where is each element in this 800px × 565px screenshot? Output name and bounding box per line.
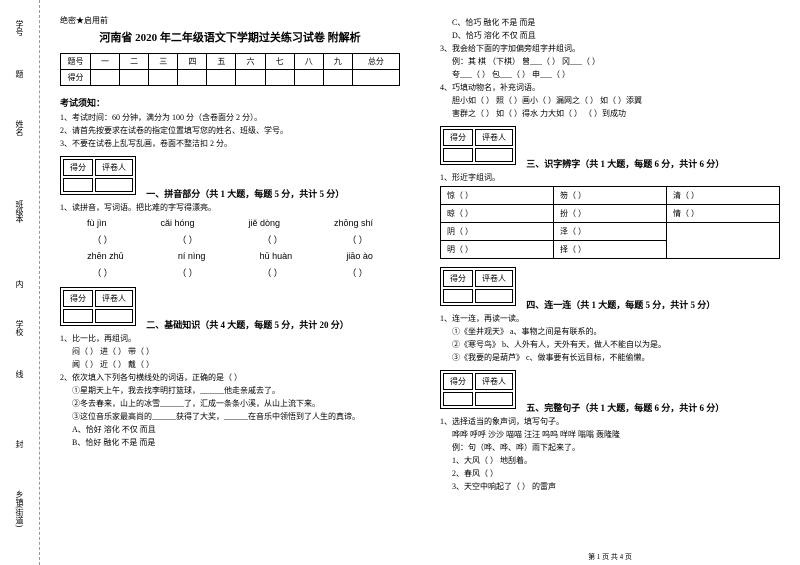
sec2-q2a: ①星期天上午，我去找李明打篮球，______他走亲戚去了。	[60, 385, 400, 396]
section-5-title: 五、完整句子（共 1 大题，每题 6 分，共计 6 分）	[526, 401, 724, 414]
grade-box-2: 得分评卷人	[60, 287, 136, 326]
pinyin-row-2: zhēn zhū ní nìng hū huàn jiāo ào	[60, 251, 400, 261]
sec4-l1: ①《坐井观天》 a、事物之间是有联系的。	[440, 326, 780, 337]
cut-label-3: 内	[14, 280, 25, 288]
grade-box-1: 得分评卷人	[60, 156, 136, 195]
confidential-label: 绝密★启用前	[60, 15, 400, 26]
margin-xingming: 姓名	[14, 120, 25, 136]
binding-margin: 学号 题 姓名 班级 本 内 学校 线 封 乡镇(街道)	[0, 0, 40, 565]
sec2-q3: 3、我会给下面的字加偏旁组字并组词。	[440, 43, 780, 54]
sec2-q1a: 闷（ ） 进（ ） 带（ ）	[60, 346, 400, 357]
section-3-title: 三、识字辨字（共 1 大题，每题 6 分，共计 6 分）	[526, 157, 724, 170]
sec4-l2: ②《寒号鸟》 b、人外有人，天外有天，做人不能自以为是。	[440, 339, 780, 350]
sec2-q3b: 夸___（ ） 包___（ ） 申___（ ）	[440, 69, 780, 80]
th-2: 二	[120, 54, 149, 70]
sec2-q4b: 害群之（ ） 如（ ）得水 力大如（ ） （ ）到成功	[440, 108, 780, 119]
sec3-q: 1、形近字组词。	[440, 172, 780, 183]
score-label: 得分	[61, 70, 91, 86]
pinyin-row-1: fù jìn cǎi hóng jiě dòng zhōng shí	[60, 218, 400, 228]
grade-box-4: 得分评卷人	[440, 267, 516, 306]
sec2-q4: 4、巧填动物名，补充词语。	[440, 82, 780, 93]
grade-box-5: 得分评卷人	[440, 370, 516, 409]
paren-row-1: （ ） （ ） （ ） （ ）	[60, 233, 400, 246]
section-2-title: 二、基础知识（共 4 大题，每题 5 分，共计 20 分）	[146, 318, 349, 331]
sec2-optA: A、恰好 溶化 不仅 而且	[60, 424, 400, 435]
sec2-q1b: 闻（ ） 近（ ） 戴（ ）	[60, 359, 400, 370]
score-header-row: 题号 一 二 三 四 五 六 七 八 九 总分	[61, 54, 400, 70]
char-table: 惊（ ）笏（ ）清（ ） 晾（ ）扮（ ）情（ ） 阴（ ）泽（ ） 明（ ）择…	[440, 186, 780, 259]
sec5-b1: 1、大风（ ） 地刮着。	[440, 455, 780, 466]
sec2-q3ex: 例：其 棋 （下棋） 曾___（ ） 冈___（ ）	[440, 56, 780, 67]
paren-row-2: （ ） （ ） （ ） （ ）	[60, 266, 400, 279]
grade-box-3: 得分评卷人	[440, 126, 516, 165]
sec2-q4a: 胆小如（ ） 照（ ）画小（ ）漏网之（ ） 如（ ）添翼	[440, 95, 780, 106]
th-1: 一	[91, 54, 120, 70]
instruction-2: 2、请首先按要求在试卷的指定位置填写您的姓名、班级、学号。	[60, 125, 400, 136]
instruction-1: 1、考试时间：60 分钟，满分为 100 分（含卷面分 2 分）。	[60, 112, 400, 123]
th-0: 题号	[61, 54, 91, 70]
instruction-3: 3、不要在试卷上乱写乱画，卷面不整洁扣 2 分。	[60, 138, 400, 149]
section-1-title: 一、拼音部分（共 1 大题，每题 5 分，共计 5 分）	[146, 187, 344, 200]
sec2-q2: 2、依次填入下列各句横线处的词语，正确的是（ ）	[60, 372, 400, 383]
left-column: 绝密★启用前 河南省 2020 年二年级语文下学期过关练习试卷 附解析 题号 一…	[40, 0, 420, 565]
sec2-q1: 1、比一比，再组词。	[60, 333, 400, 344]
cut-label-1: 题	[14, 70, 25, 78]
margin-banji: 班级	[14, 200, 25, 216]
content-area: 绝密★启用前 河南省 2020 年二年级语文下学期过关练习试卷 附解析 题号 一…	[40, 0, 800, 565]
cut-label-5: 封	[14, 440, 25, 448]
th-10: 总分	[352, 54, 399, 70]
sec2-q2b: ②冬去春来，山上的冰雪______了，汇成一条条小溪，从山上流下来。	[60, 398, 400, 409]
th-8: 八	[294, 54, 323, 70]
sec5-q: 1、选择适当的象声词，填写句子。	[440, 416, 780, 427]
th-6: 六	[236, 54, 265, 70]
margin-xiangzhen: 乡镇(街道)	[14, 490, 25, 527]
th-7: 七	[265, 54, 294, 70]
section-4-title: 四、连一连（共 1 大题，每题 5 分，共计 5 分）	[526, 298, 715, 311]
score-value-row: 得分	[61, 70, 400, 86]
sec4-q: 1、连一连，再读一读。	[440, 313, 780, 324]
sec2-q2c: ③这位音乐家最高尚的______获得了大奖，______在音乐中领悟到了人生的真…	[60, 411, 400, 422]
sec4-l3: ③《我要的是葫芦》 c、做事要有长远目标，不能偷懒。	[440, 352, 780, 363]
th-9: 九	[323, 54, 352, 70]
cut-label-2: 本	[14, 215, 25, 223]
sec5-words: 哗哗 呼呼 沙沙 喵喵 汪汪 呜呜 咩咩 嗡嗡 轰隆隆	[440, 429, 780, 440]
sec2-optB: B、恰好 融化 不是 而是	[60, 437, 400, 448]
sec2-optD: D、恰巧 溶化 不仅 而且	[440, 30, 780, 41]
score-summary-table: 题号 一 二 三 四 五 六 七 八 九 总分 得分	[60, 53, 400, 86]
margin-xuehao: 学号	[14, 20, 25, 36]
th-3: 三	[149, 54, 178, 70]
instructions-heading: 考试须知：	[60, 96, 400, 109]
sec5-b2: 2、春风（ ）	[440, 468, 780, 479]
sec5-b3: 3、天空中响起了（ ） 的雷声	[440, 481, 780, 492]
exam-title: 河南省 2020 年二年级语文下学期过关练习试卷 附解析	[60, 29, 400, 45]
right-column: C、恰巧 融化 不是 而是 D、恰巧 溶化 不仅 而且 3、我会给下面的字加偏旁…	[420, 0, 800, 565]
th-5: 五	[207, 54, 236, 70]
sec5-ex: 例：句（哗、哗、哗）雨下起来了。	[440, 442, 780, 453]
cut-label-4: 线	[14, 370, 25, 378]
margin-xuexiao: 学校	[14, 320, 25, 336]
page-footer: 第 1 页 共 4 页	[588, 552, 632, 562]
th-4: 四	[178, 54, 207, 70]
sec2-optC: C、恰巧 融化 不是 而是	[440, 17, 780, 28]
sec1-q: 1、读拼音，写词语。把比难的字写得漂亮。	[60, 202, 400, 213]
